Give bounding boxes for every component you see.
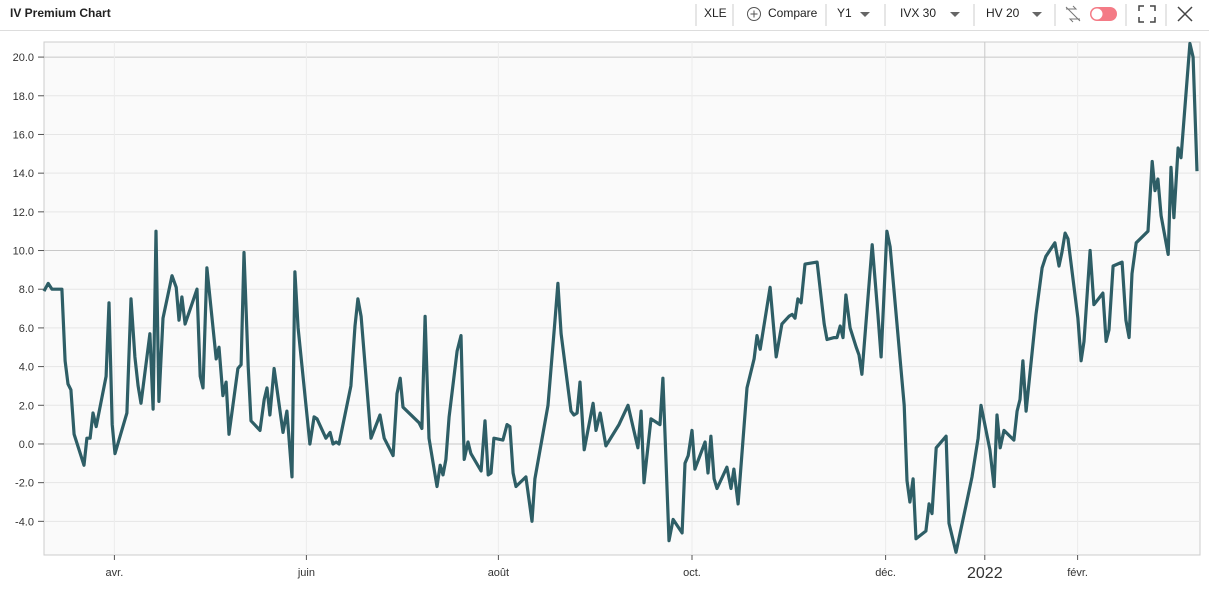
y-tick-label: 6.0 [19, 323, 34, 335]
compare-button[interactable]: Compare [747, 6, 818, 21]
plus-icon [747, 7, 761, 21]
y-tick-label: 18.0 [13, 91, 34, 103]
close-icon[interactable] [1177, 6, 1193, 22]
chart-title: IV Premium Chart [10, 6, 111, 20]
x-tick-label: déc. [875, 567, 896, 579]
x-tick-label: 2022 [967, 565, 1003, 582]
y-tick-label: -4.0 [15, 516, 34, 528]
dropdown-arrow [1032, 12, 1042, 17]
hv-select[interactable]: HV 20 [986, 6, 1020, 20]
toggle-knob [1091, 8, 1103, 20]
y-tick-label: 12.0 [13, 207, 34, 219]
x-tick-label: juin [297, 567, 315, 579]
sync-icon[interactable] [1065, 5, 1081, 23]
y-tick-label: 0.0 [19, 439, 34, 451]
y-tick-label: 20.0 [13, 52, 34, 64]
y-tick-label: 2.0 [19, 400, 34, 412]
toolbar [0, 0, 1209, 30]
x-tick-label: août [488, 567, 509, 579]
y-tick-label: 14.0 [13, 168, 34, 180]
y-tick-label: 16.0 [13, 129, 34, 141]
y-tick-label: 4.0 [19, 362, 34, 374]
dropdown-arrow [860, 12, 870, 17]
plot-area [43, 41, 1201, 556]
compare-label: Compare [768, 6, 818, 20]
x-tick-label: févr. [1067, 567, 1088, 579]
line-series [42, 41, 1199, 554]
plus-icon [750, 10, 758, 18]
y-tick-label: 8.0 [19, 284, 34, 296]
symbol[interactable]: XLE [704, 6, 727, 20]
y-tick-label: -2.0 [15, 478, 34, 490]
dropdown-arrow [950, 12, 960, 17]
iv-select[interactable]: IVX 30 [900, 6, 936, 20]
x-tick-label: oct. [683, 567, 701, 579]
period-select[interactable]: Y1 [837, 6, 852, 20]
fullscreen-icon[interactable] [1138, 5, 1156, 23]
y-tick-label: 10.0 [13, 246, 34, 258]
x-tick-label: avr. [106, 567, 124, 579]
